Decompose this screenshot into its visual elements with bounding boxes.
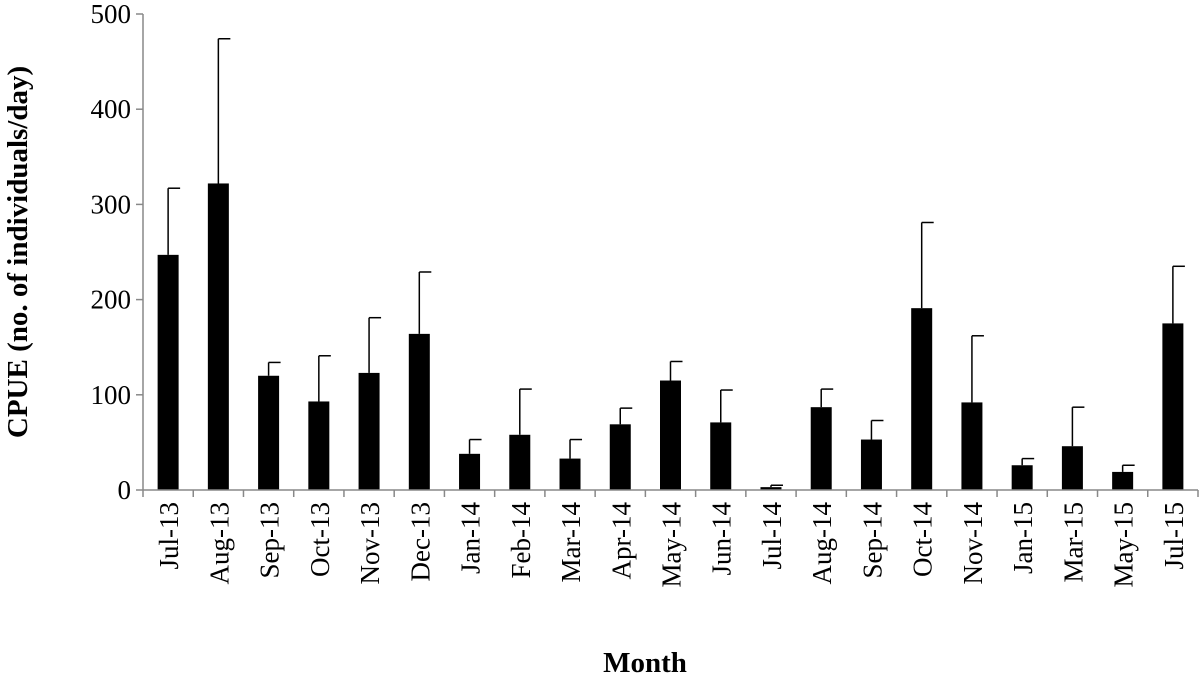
x-axis-title: Month [603,647,687,675]
bar [710,422,732,490]
bar [1162,323,1184,490]
x-tick-label: Sep-13 [255,502,285,579]
x-tick-label: Mar-15 [1058,502,1088,582]
bar [207,183,229,490]
x-tick-label: Jul-13 [154,502,184,570]
bars [157,183,1184,490]
x-tick-label: Jul-15 [1159,502,1189,570]
bar [810,407,832,490]
y-axis-title: CPUE (no. of individuals/day) [2,66,34,438]
bar [509,434,531,490]
bar [1011,465,1033,490]
x-tick-label: Jan-14 [456,502,486,574]
y-tick-label: 400 [91,94,132,124]
x-tick-label: Nov-14 [958,502,988,585]
bar [258,375,280,490]
x-tick-label: May-14 [657,502,687,588]
bar [660,380,681,490]
bar [961,402,983,490]
bar [408,333,430,490]
x-tick-label: Oct-14 [908,502,938,577]
bar [358,372,380,490]
y-tick-label: 0 [118,475,132,505]
x-tick-label: Apr-14 [606,502,636,580]
x-tick-label: Nov-13 [355,502,385,585]
error-bars [167,38,1185,488]
x-tick-label: Jan-15 [1008,502,1038,574]
bar [1112,471,1134,490]
x-axis-ticks: Jul-13 Aug-13 Sep-13 Oct-13 Nov-13 Dec-13 Jan-… [142,490,1199,588]
axes [142,14,1198,491]
y-tick-label: 300 [91,189,132,219]
bar [1061,446,1083,490]
bar [911,308,933,490]
x-tick-label: Oct-13 [305,502,335,577]
x-tick-label: Feb-14 [506,502,536,579]
y-tick-label: 100 [91,380,132,410]
y-tick-label: 200 [91,285,132,315]
x-tick-label: Aug-14 [807,502,837,585]
bar [860,439,882,490]
x-tick-label: Dec-13 [405,502,435,581]
bar [308,401,330,490]
x-tick-label: Sep-14 [857,502,887,579]
y-tick-label: 500 [91,0,132,29]
x-tick-label: Mar-14 [556,502,586,583]
bar [760,487,782,490]
bar [609,424,631,490]
x-tick-label: Aug-13 [204,502,234,585]
x-tick-label: Jun-14 [707,502,737,576]
x-tick-label: May-15 [1109,502,1139,587]
x-tick-label: Jul-14 [757,502,787,570]
bar [559,458,581,490]
y-axis-ticks: 0 100 200 300 400 500 [91,0,143,505]
bar [157,254,179,490]
bar [459,453,481,490]
